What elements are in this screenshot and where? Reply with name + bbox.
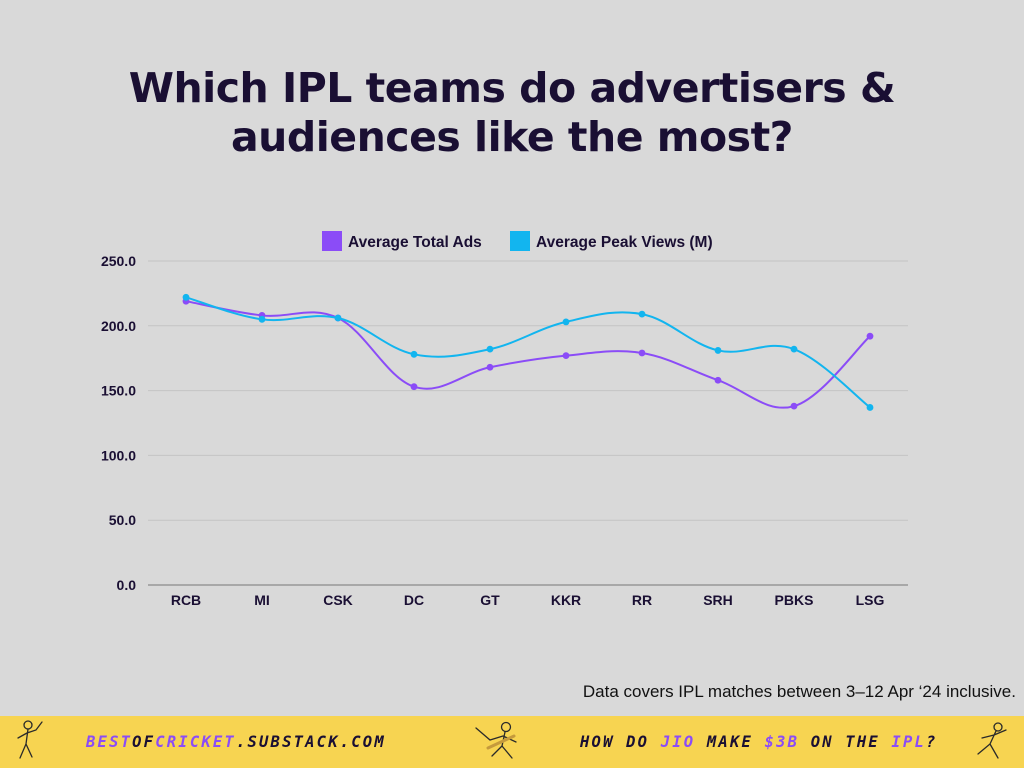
tag-part-3b: $3B <box>764 733 800 751</box>
chart-title: Which IPL teams do advertisers & audienc… <box>0 64 1024 162</box>
data-point-ads <box>562 352 570 360</box>
data-point-views <box>258 315 266 323</box>
x-tick-label: RR <box>632 592 652 608</box>
y-tick-label: 100.0 <box>101 447 136 463</box>
data-point-ads <box>866 332 874 340</box>
data-point-views <box>638 310 646 318</box>
data-point-views <box>410 350 418 358</box>
x-tick-label: RCB <box>171 592 201 608</box>
data-point-ads <box>714 376 722 384</box>
legend-swatch <box>322 231 342 251</box>
data-point-ads <box>790 402 798 410</box>
tag-part-1: HOW DO <box>580 733 661 751</box>
series-line-average-peak-views <box>185 296 871 409</box>
cricketer-sweep-icon <box>475 721 517 759</box>
title-line-1: Which IPL teams do advertisers & <box>128 64 896 112</box>
tag-part-ipl: IPL <box>891 733 927 751</box>
data-point-views <box>714 347 722 354</box>
x-tick-label: CSK <box>323 592 353 608</box>
x-tick-label: DC <box>404 592 424 608</box>
y-tick-label: 200.0 <box>101 318 136 334</box>
series-line-average-total-ads <box>185 300 871 409</box>
y-tick-label: 0.0 <box>117 577 137 593</box>
data-point-views <box>790 345 798 353</box>
data-note: Data covers IPL matches between 3–12 Apr… <box>582 682 1016 701</box>
title-line-2: audiences like the most? <box>231 113 793 161</box>
legend-label: Average Total Ads <box>348 234 482 251</box>
x-tick-label: MI <box>254 592 270 608</box>
data-point-views <box>562 318 570 326</box>
x-tick-label: GT <box>480 592 500 608</box>
substack-url[interactable]: BESTOFCRICKET.SUBSTACK.COM <box>86 733 386 751</box>
tag-part-4: ? <box>926 733 938 751</box>
data-point-ads <box>410 383 418 391</box>
footer-tagline: HOW DO JIO MAKE $3B ON THE IPL? <box>580 733 938 751</box>
legend-swatch <box>510 231 530 251</box>
url-part-best: BEST <box>86 733 133 751</box>
legend-label: Average Peak Views (M) <box>536 234 713 251</box>
url-part-of: OF <box>132 733 156 751</box>
x-tick-label: PBKS <box>775 592 814 608</box>
x-tick-label: SRH <box>703 592 733 608</box>
y-tick-label: 50.0 <box>109 512 136 528</box>
line-chart: 0.0 50.0 100.0 150.0 200.0 250.0 RCB MI CSK DC GT K… <box>101 231 908 608</box>
y-tick-label: 250.0 <box>101 253 136 269</box>
data-point-ads <box>638 349 646 357</box>
url-part-domain: .SUBSTACK.COM <box>235 733 386 751</box>
data-point-views <box>182 293 190 301</box>
tag-part-jio: JIO <box>660 733 696 751</box>
cricketer-batting-icon <box>17 720 43 759</box>
tag-part-2: MAKE <box>695 733 765 751</box>
tag-part-3: ON THE <box>799 733 892 751</box>
data-point-ads <box>486 363 494 371</box>
data-point-views <box>866 404 874 411</box>
footer-banner: BESTOFCRICKET.SUBSTACK.COM HOW DO JIO MA… <box>0 716 1024 768</box>
cricketer-fielding-icon <box>977 722 1007 759</box>
x-tick-label: LSG <box>856 592 885 608</box>
data-point-views <box>334 314 342 322</box>
url-part-cricket: CRICKET <box>155 733 236 751</box>
x-tick-label: KKR <box>551 592 581 608</box>
y-tick-label: 150.0 <box>101 383 136 399</box>
data-point-views <box>486 345 494 353</box>
